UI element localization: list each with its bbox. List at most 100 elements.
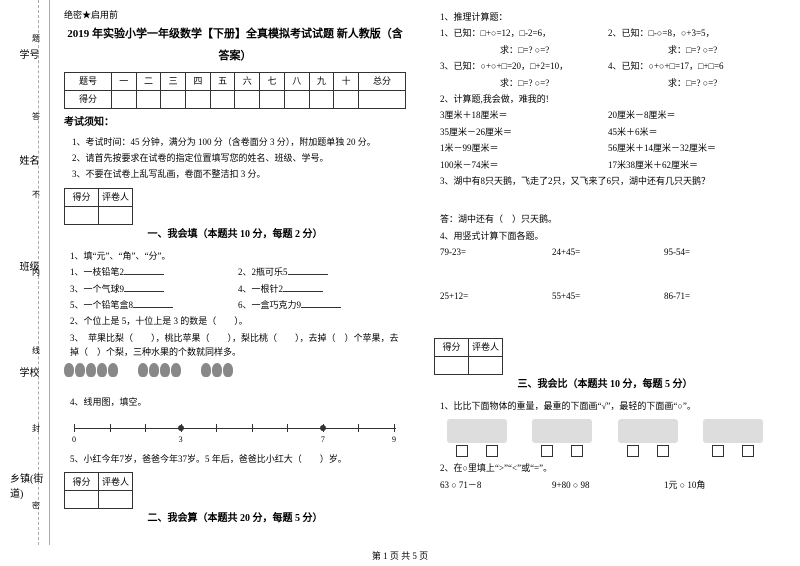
c: 3厘米＋18厘米＝ [440, 108, 608, 122]
answer-box[interactable] [742, 445, 754, 457]
q2: 2、个位上是 5，十位上是 3 的数是（ ）。 [70, 314, 406, 328]
fruit-figure [64, 363, 406, 391]
grader-box-2: 得分评卷人 [64, 472, 133, 509]
left-column: 绝密★启用前 2019 年实验小学一年级数学【下册】全真模拟考试试题 新人教版（… [50, 0, 420, 545]
score-val-row: 得分 [65, 90, 406, 108]
c: 63 ○ 71－8 [440, 478, 552, 492]
th: 四 [186, 72, 211, 90]
th: 七 [260, 72, 285, 90]
td: 得分 [65, 90, 112, 108]
scale-4 [703, 419, 763, 455]
s3q2: 2、在○里填上“>”“<”或“=”。 [440, 461, 776, 475]
score-head-row: 题号 一 二 三 四 五 六 七 八 九 十 总分 [65, 72, 406, 90]
s2q1-row1: 1、已知：□+○=12，□-2=6， 2、已知：□-○=8，○+3=5， [440, 26, 776, 40]
q1: 1、填“元”、“角”、“分”。 [70, 249, 406, 263]
answer-box[interactable] [541, 445, 553, 457]
c: 25+12= [440, 289, 552, 303]
scale-2 [532, 419, 592, 455]
s2q1ar2: 求：□=? ○=? [668, 43, 776, 57]
th: 六 [235, 72, 260, 90]
box-grader: 评卷人 [469, 338, 503, 356]
blank[interactable] [301, 298, 341, 308]
s2q1-row2r: 求：□=? ○=? 求：□=? ○=? [440, 76, 776, 90]
confidential: 绝密★启用前 [64, 8, 406, 22]
s3q1: 1、比比下面物体的重量，最重的下面画“√”，最轻的下面画“○”。 [440, 399, 776, 413]
notice-1: 1、考试时间：45 分钟，满分为 100 分（含卷面分 3 分），附加题单独 2… [72, 135, 406, 149]
c: 1米－99厘米＝ [440, 141, 608, 155]
s2q1ar: 求：□=? ○=? [500, 43, 608, 57]
grader-box: 得分评卷人 [64, 188, 133, 225]
right-column: 1、推理计算题： 1、已知：□+○=12，□-2=6， 2、已知：□-○=8，○… [420, 0, 790, 545]
number-line: 0379 [64, 416, 406, 446]
exam-title-1: 2019 年实验小学一年级数学【下册】全真模拟考试试题 新人教版（含 [64, 26, 406, 44]
c: 79-23= [440, 245, 552, 259]
c: 9+80 ○ 98 [552, 478, 664, 492]
c: 24+45= [552, 245, 664, 259]
s2q1b2: 4、已知：○+○+□=17，□+□=6 [608, 59, 776, 73]
spine-label: 乡镇(街道) [10, 470, 49, 500]
blank[interactable] [124, 265, 164, 275]
s2q2: 2、计算题,我会做，难我的! [440, 92, 776, 106]
q1d: 4、一根针2 [238, 284, 283, 294]
c: 17米38厘米＋62厘米＝ [608, 158, 776, 172]
spine-fields: 学号 姓名 班级 学校 乡镇(街道) [10, 0, 49, 545]
mark: 封 [32, 423, 40, 434]
answer-box[interactable] [571, 445, 583, 457]
blank[interactable] [133, 298, 173, 308]
notice-3: 3、不要在试卷上乱写乱画，卷面不整洁扣 3 分。 [72, 167, 406, 181]
answer-box[interactable] [486, 445, 498, 457]
s2q3a: 答：湖中还有（ ）只天鹅。 [440, 212, 776, 226]
box-score: 得分 [65, 188, 99, 206]
s2q1a: 1、已知：□+○=12，□-2=6， [440, 26, 608, 40]
mark: 线 [32, 345, 40, 356]
q4: 4、线用图，填空。 [70, 395, 406, 409]
answer-box[interactable] [712, 445, 724, 457]
box-grader: 评卷人 [99, 473, 133, 491]
answer-box[interactable] [657, 445, 669, 457]
th: 三 [161, 72, 186, 90]
s2q1br2: 求：□=? ○=? [668, 76, 776, 90]
mark: 不 [32, 189, 40, 200]
s3q2-row: 63 ○ 71－8 9+80 ○ 98 1元 ○ 10角 [440, 478, 776, 492]
section-1-title: 一、我会填（本题共 10 分，每题 2 分） [64, 227, 406, 243]
blank[interactable] [283, 282, 323, 292]
s2q4: 4、用竖式计算下面各题。 [440, 229, 776, 243]
th: 十 [334, 72, 359, 90]
q1b: 2、2瓶可乐5 [238, 267, 288, 277]
mark: 密 [32, 500, 40, 511]
s2q4-r1: 79-23= 24+45= 95-54= [440, 245, 776, 259]
exam-title-2: 答案） [64, 48, 406, 66]
q1f: 6、一盒巧克力9 [238, 300, 301, 310]
s2q4-r2: 25+12= 55+45= 86-71= [440, 289, 776, 303]
q3: 3、 苹果比梨（ ），桃比苹果（ ），梨比桃（ ），去掉（ ）个苹果，去掉（ ）… [70, 331, 406, 360]
binding-spine: 学号 姓名 班级 学校 乡镇(街道) 题 答 不 内 线 封 密 [0, 0, 50, 545]
answer-box[interactable] [627, 445, 639, 457]
s2q1-row2: 3、已知：○+○+□=20，□+2=10， 4、已知：○+○+□=17，□+□=… [440, 59, 776, 73]
th: 五 [210, 72, 235, 90]
s2q1-row1r: 求：□=? ○=? 求：□=? ○=? [440, 43, 776, 57]
notice-2: 2、请首先按要求在试卷的指定位置填写您的姓名、班级、学号。 [72, 151, 406, 165]
q5: 5、小红今年7岁，爸爸今年37岁。5 年后，爸爸比小红大（ ）岁。 [70, 452, 406, 466]
c: 95-54= [664, 245, 776, 259]
s2q1br: 求：□=? ○=? [500, 76, 608, 90]
score-table: 题号 一 二 三 四 五 六 七 八 九 十 总分 得分 [64, 72, 406, 109]
section-2-title: 二、我会算（本题共 20 分，每题 5 分） [64, 511, 406, 527]
th: 八 [284, 72, 309, 90]
answer-box[interactable] [456, 445, 468, 457]
q1-row2: 3、一个气球9 4、一根针2 [70, 282, 406, 296]
c: 100米－74米＝ [440, 158, 608, 172]
c: 20厘米－8厘米＝ [608, 108, 776, 122]
mark: 答 [32, 111, 40, 122]
c: 86-71= [664, 289, 776, 303]
c: 55+45= [552, 289, 664, 303]
blank[interactable] [124, 282, 164, 292]
c: 35厘米－26厘米＝ [440, 125, 608, 139]
scale-3 [618, 419, 678, 455]
c: 45米＋6米＝ [608, 125, 776, 139]
th: 总分 [358, 72, 405, 90]
th: 九 [309, 72, 334, 90]
s2q1a2: 2、已知：□-○=8，○+3=5， [608, 26, 776, 40]
scale-1 [447, 419, 507, 455]
blank[interactable] [288, 265, 328, 275]
box-grader: 评卷人 [99, 188, 133, 206]
